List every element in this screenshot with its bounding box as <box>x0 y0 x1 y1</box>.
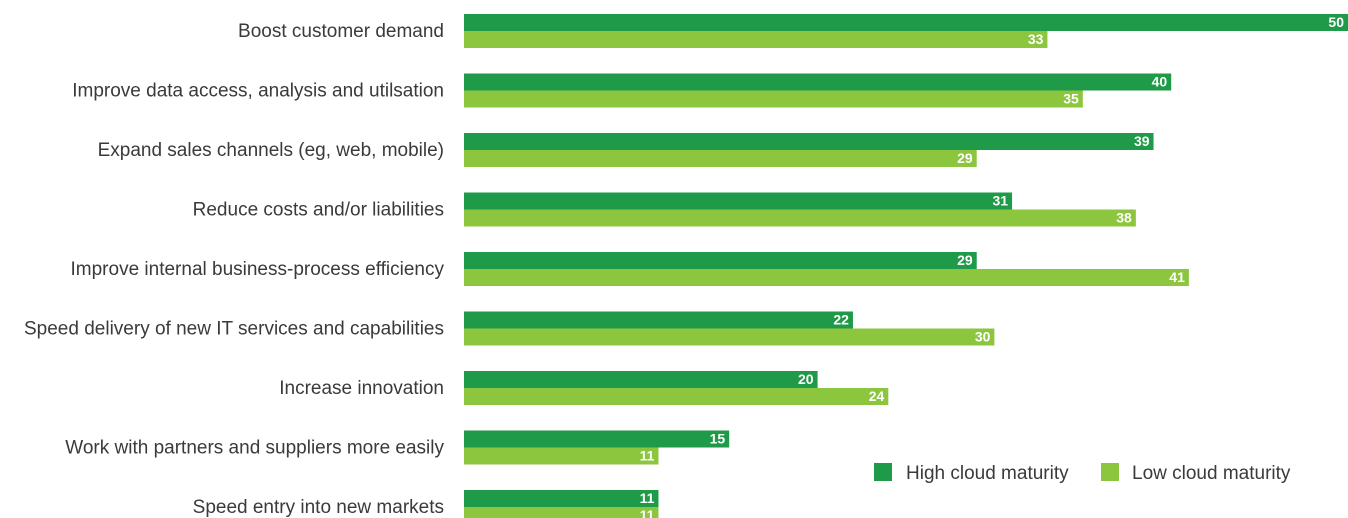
value-label-low-cloud-maturity-speed-entry-into-new-markets: 11 <box>640 507 655 518</box>
category-label-boost-customer-demand: Boost customer demand <box>238 21 444 42</box>
bar-low-cloud-maturity-boost-customer-demand <box>464 31 1048 48</box>
value-label-low-cloud-maturity-expand-sales-channels-eg-web-mobile: 29 <box>957 150 973 166</box>
category-label-improve-data-access-analysis-and-utilsation: Improve data access, analysis and utilsa… <box>72 81 444 102</box>
bar-high-cloud-maturity-improve-internal-business-process-efficiency <box>464 252 977 269</box>
bar-low-cloud-maturity-improve-data-access-analysis-and-utilsation <box>464 90 1083 108</box>
value-label-high-cloud-maturity-work-with-partners-and-suppliers-more-easily: 15 <box>710 431 726 447</box>
value-label-high-cloud-maturity-reduce-costs-and-or-liabilities: 31 <box>993 193 1009 209</box>
legend-label-high-cloud-maturity: High cloud maturity <box>906 463 1069 484</box>
category-label-speed-entry-into-new-markets: Speed entry into new markets <box>193 497 444 518</box>
category-labels: Boost customer demand Improve data access… <box>24 21 444 518</box>
bar-low-cloud-maturity-speed-entry-into-new-markets <box>464 507 659 518</box>
value-label-low-cloud-maturity-boost-customer-demand: 33 <box>1028 31 1044 47</box>
value-label-low-cloud-maturity-improve-internal-business-process-efficiency: 41 <box>1169 269 1185 285</box>
legend-swatch-high-cloud-maturity <box>874 463 892 481</box>
bar-high-cloud-maturity-increase-innovation <box>464 371 818 388</box>
bar-low-cloud-maturity-speed-delivery-of-new-it-services-and-capabilities <box>464 328 995 346</box>
category-label-reduce-costs-and-or-liabilities: Reduce costs and/or liabilities <box>193 200 444 221</box>
category-label-improve-internal-business-process-efficiency: Improve internal business-process effici… <box>71 259 445 280</box>
category-label-speed-delivery-of-new-it-services-and-capabilities: Speed delivery of new IT services and ca… <box>24 319 444 340</box>
bar-low-cloud-maturity-increase-innovation <box>464 388 889 405</box>
bar-high-cloud-maturity-boost-customer-demand <box>464 14 1348 31</box>
value-label-low-cloud-maturity-increase-innovation: 24 <box>869 388 885 404</box>
bar-high-cloud-maturity-reduce-costs-and-or-liabilities <box>464 192 1013 210</box>
bar-low-cloud-maturity-expand-sales-channels-eg-web-mobile <box>464 150 977 167</box>
value-label-high-cloud-maturity-increase-innovation: 20 <box>798 371 814 387</box>
legend: High cloud maturity Low cloud maturity <box>874 463 1291 484</box>
value-label-low-cloud-maturity-speed-delivery-of-new-it-services-and-capabilities: 30 <box>975 329 991 345</box>
legend-label-low-cloud-maturity: Low cloud maturity <box>1132 463 1291 484</box>
bar-high-cloud-maturity-speed-entry-into-new-markets <box>464 490 659 507</box>
bar-high-cloud-maturity-speed-delivery-of-new-it-services-and-capabilities <box>464 311 853 329</box>
value-label-high-cloud-maturity-speed-delivery-of-new-it-services-and-capabilities: 22 <box>833 312 849 328</box>
value-label-low-cloud-maturity-work-with-partners-and-suppliers-more-easily: 11 <box>640 448 655 464</box>
bar-high-cloud-maturity-work-with-partners-and-suppliers-more-easily <box>464 430 730 448</box>
bar-low-cloud-maturity-work-with-partners-and-suppliers-more-easily <box>464 447 659 465</box>
legend-swatch-low-cloud-maturity <box>1101 463 1119 481</box>
value-label-high-cloud-maturity-improve-internal-business-process-efficiency: 29 <box>957 252 973 268</box>
value-label-high-cloud-maturity-expand-sales-channels-eg-web-mobile: 39 <box>1134 133 1150 149</box>
value-label-high-cloud-maturity-boost-customer-demand: 50 <box>1328 14 1344 30</box>
value-label-high-cloud-maturity-speed-entry-into-new-markets: 11 <box>640 490 655 506</box>
category-label-work-with-partners-and-suppliers-more-easily: Work with partners and suppliers more ea… <box>65 438 444 459</box>
bar-high-cloud-maturity-improve-data-access-analysis-and-utilsation <box>464 73 1172 91</box>
category-label-increase-innovation: Increase innovation <box>279 378 444 399</box>
bar-low-cloud-maturity-reduce-costs-and-or-liabilities <box>464 209 1136 227</box>
value-label-low-cloud-maturity-reduce-costs-and-or-liabilities: 38 <box>1116 210 1132 226</box>
value-label-low-cloud-maturity-improve-data-access-analysis-and-utilsation: 35 <box>1063 91 1079 107</box>
bar-high-cloud-maturity-expand-sales-channels-eg-web-mobile <box>464 133 1154 150</box>
category-label-expand-sales-channels-eg-web-mobile: Expand sales channels (eg, web, mobile) <box>98 140 444 161</box>
value-label-high-cloud-maturity-improve-data-access-analysis-and-utilsation: 40 <box>1152 74 1168 90</box>
bar-low-cloud-maturity-improve-internal-business-process-efficiency <box>464 269 1189 286</box>
